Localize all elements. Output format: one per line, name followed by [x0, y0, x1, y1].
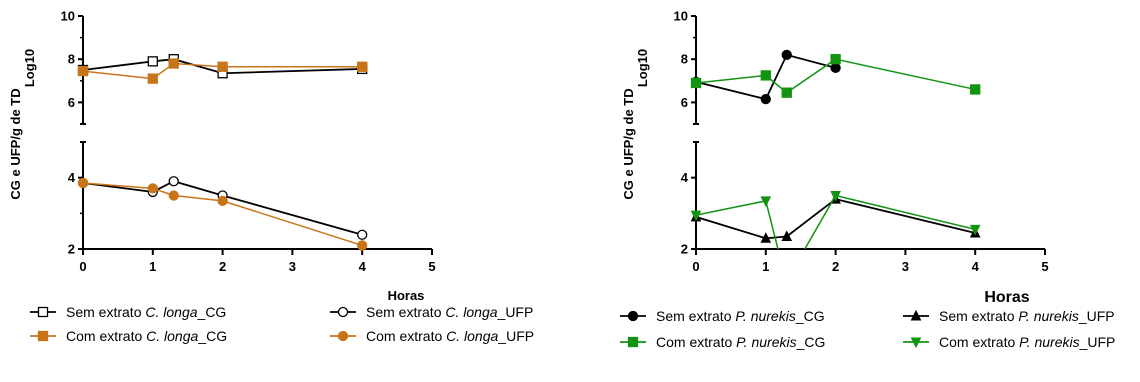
x-tick-label: 1 — [149, 259, 156, 274]
x-tick-label: 2 — [219, 259, 226, 274]
data-point — [690, 210, 702, 222]
x-tick-label: 0 — [692, 259, 699, 274]
y-tick-label: 10 — [674, 9, 688, 24]
legend-entry: Com extrato P. nurekis_CG — [620, 334, 825, 350]
y-tick-label: 4 — [68, 170, 76, 185]
data-point — [760, 94, 771, 105]
data-point — [970, 84, 981, 95]
data-point — [760, 196, 772, 207]
data-point — [147, 73, 158, 84]
legend-marker — [37, 306, 49, 318]
y-axis-label: CG e UFP/g de TD — [621, 88, 636, 199]
legend-label: Com extrato P. nurekis_CG — [656, 334, 825, 350]
legend-entry: Com extrato P. nurekis_UFP — [903, 334, 1115, 350]
legend-label: Sem extrato P. nurekis_CG — [656, 308, 825, 324]
data-point — [830, 62, 841, 73]
legend-label: Sem extrato P. nurekis_UFP — [939, 308, 1115, 324]
y-tick-label: 4 — [681, 170, 689, 185]
legend-label: Com extrato P. nurekis_UFP — [939, 334, 1115, 350]
x-axis-label: Horas — [388, 288, 425, 303]
data-point — [357, 61, 368, 72]
x-tick-label: 3 — [289, 259, 296, 274]
data-point — [217, 195, 228, 207]
x-tick-label: 2 — [832, 259, 839, 274]
series-line — [83, 180, 363, 236]
legend-marker — [627, 310, 639, 322]
data-point — [168, 190, 179, 201]
legend-label: Com extrato C. longa_UFP — [366, 328, 534, 344]
legend: Sem extrato C. longa_CG Sem extrato C. lo… — [30, 304, 534, 344]
legend-marker — [337, 330, 349, 342]
data-point — [781, 230, 793, 242]
series-line — [695, 53, 836, 101]
data-point — [357, 240, 368, 251]
data-point — [77, 65, 89, 77]
data-point — [781, 87, 792, 98]
y-tick-label: 10 — [61, 9, 75, 24]
y-tick-label: 6 — [68, 95, 75, 110]
legend-label: Sem extrato C. longa_CG — [66, 304, 226, 320]
data-point — [168, 176, 179, 187]
data-point — [357, 229, 368, 240]
x-axis-label: Horas — [984, 289, 1029, 306]
y-axis-label-unit: Log10 — [22, 49, 37, 87]
y-tick-label: 8 — [681, 52, 688, 67]
x-tick-label: 4 — [359, 259, 367, 274]
legend-entry: Com extrato C. longa_UFP — [330, 328, 534, 344]
legend-entry: Sem extrato C. longa_CG — [30, 304, 226, 320]
y-tick-label: 2 — [681, 242, 688, 257]
x-tick-label: 5 — [1041, 259, 1048, 274]
x-tick-label: 5 — [428, 259, 435, 274]
series-4 — [77, 177, 368, 251]
legend-entry: Sem extrato P. nurekis_UFP — [903, 308, 1115, 324]
data-point — [760, 232, 772, 243]
legend-marker — [910, 309, 922, 321]
data-point — [77, 177, 89, 189]
data-point — [217, 61, 228, 72]
legend-marker — [627, 336, 639, 348]
data-point — [147, 183, 158, 194]
y-tick-label: 6 — [681, 95, 688, 110]
data-point — [969, 224, 981, 236]
y-tick-label: 2 — [68, 242, 75, 257]
legend-marker — [910, 337, 922, 349]
y-axis-label-unit: Log10 — [635, 49, 650, 87]
legend-entry: Sem extrato P. nurekis_CG — [620, 308, 825, 324]
legend-entry: Sem extrato C. longa_UFP — [330, 304, 533, 320]
x-tick-label: 4 — [972, 259, 980, 274]
legend-label: Sem extrato C. longa_UFP — [366, 304, 533, 320]
data-point — [147, 56, 158, 67]
x-tick-label: 3 — [902, 259, 909, 274]
data-point — [760, 70, 771, 81]
y-axis-label: CG e UFP/g de TD — [8, 88, 23, 199]
legend-entry: Com extrato C. longa_CG — [30, 328, 227, 344]
legend-marker — [337, 306, 349, 318]
data-point — [830, 191, 841, 202]
y-tick-label: 8 — [68, 52, 75, 67]
data-point — [781, 49, 792, 61]
series-3 — [690, 54, 981, 98]
legend-label: Com extrato C. longa_CG — [66, 328, 227, 344]
series-3 — [77, 58, 368, 84]
data-point — [830, 54, 841, 65]
data-point — [690, 77, 702, 89]
series-4 — [690, 191, 981, 249]
legend: Sem extrato P. nurekis_CG Sem extrato P. … — [620, 308, 1115, 350]
x-tick-label: 0 — [79, 259, 86, 274]
x-tick-label: 1 — [762, 259, 769, 274]
data-point — [168, 58, 179, 69]
series-line — [696, 194, 976, 249]
legend-marker — [37, 330, 49, 342]
